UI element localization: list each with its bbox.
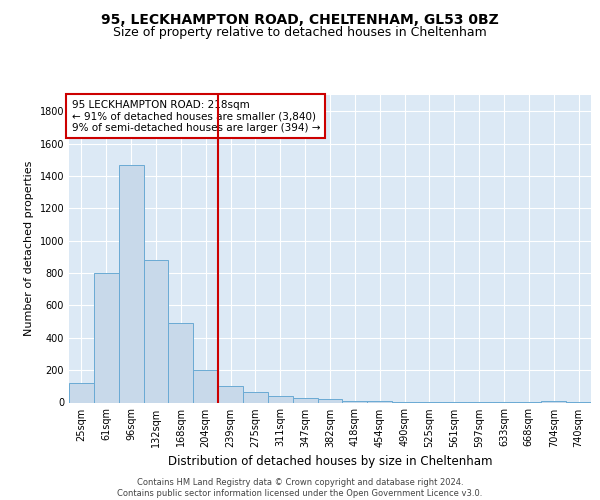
X-axis label: Distribution of detached houses by size in Cheltenham: Distribution of detached houses by size …	[168, 455, 492, 468]
Bar	[218, 386, 243, 402]
Bar	[541, 401, 566, 402]
Bar	[94, 273, 119, 402]
Bar	[268, 396, 293, 402]
Bar	[119, 164, 143, 402]
Bar	[343, 401, 367, 402]
Bar	[243, 392, 268, 402]
Bar	[293, 398, 317, 402]
Bar	[169, 323, 193, 402]
Text: Contains HM Land Registry data © Crown copyright and database right 2024.
Contai: Contains HM Land Registry data © Crown c…	[118, 478, 482, 498]
Bar	[69, 383, 94, 402]
Bar	[367, 401, 392, 402]
Bar	[317, 400, 343, 402]
Y-axis label: Number of detached properties: Number of detached properties	[24, 161, 34, 336]
Bar	[143, 260, 169, 402]
Text: 95, LECKHAMPTON ROAD, CHELTENHAM, GL53 0BZ: 95, LECKHAMPTON ROAD, CHELTENHAM, GL53 0…	[101, 12, 499, 26]
Text: Size of property relative to detached houses in Cheltenham: Size of property relative to detached ho…	[113, 26, 487, 39]
Bar	[193, 370, 218, 402]
Text: 95 LECKHAMPTON ROAD: 218sqm
← 91% of detached houses are smaller (3,840)
9% of s: 95 LECKHAMPTON ROAD: 218sqm ← 91% of det…	[71, 100, 320, 133]
